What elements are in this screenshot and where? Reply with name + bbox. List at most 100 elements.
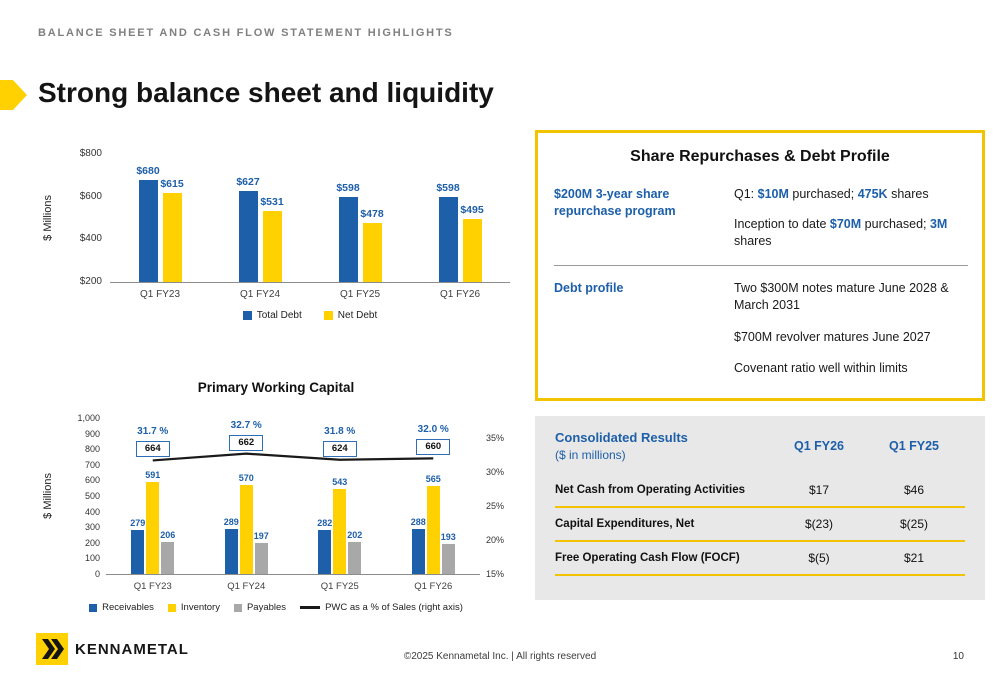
section-paragraph: Two $300M notes mature June 2028 & March… [734, 280, 949, 313]
bar-payables [161, 541, 175, 574]
pwc-line [152, 452, 434, 462]
bar-total-debt [338, 197, 358, 282]
consolidated-results-panel: Consolidated Results ($ in millions) Q1 … [535, 416, 985, 600]
bar-value-label: 543 [332, 477, 348, 488]
bar-value-label: 570 [238, 473, 254, 484]
total-value-box: 624 [322, 440, 357, 457]
page-title: Strong balance sheet and liquidity [38, 77, 494, 108]
x-axis-tick-label: Q1 FY26 [414, 581, 453, 592]
secondary-axis-tick-label: 30% [486, 467, 505, 477]
bar-total-debt [238, 190, 258, 282]
legend-swatch-payables [233, 603, 242, 612]
table-row: Capital Expenditures, Net $(23) $(25) [555, 508, 965, 542]
legend-label: Payables [246, 602, 287, 613]
y-axis-tick-label: 700 [84, 459, 100, 470]
table-row: Free Operating Cash Flow (FOCF) $(5) $21 [555, 542, 965, 576]
section-content: Two $300M notes mature June 2028 & March… [734, 280, 968, 392]
x-axis-tick-label: Q1 FY23 [139, 289, 181, 300]
panel-body: $200M 3-year share repurchase program Q1:… [538, 186, 982, 392]
bar-value-label: $680 [136, 164, 160, 177]
x-axis-tick-label: Q1 FY26 [439, 289, 481, 300]
total-value-box: 662 [229, 434, 264, 451]
x-axis-line [110, 282, 510, 283]
y-axis-title: $ Millions [42, 418, 54, 574]
pwc-percent-label: 32.0 % [417, 424, 449, 436]
row-value: $46 [903, 483, 925, 497]
pwc-percent-label: 32.7 % [230, 419, 262, 431]
y-axis-tick-label: 100 [84, 553, 100, 564]
bar-value-label: $531 [260, 196, 284, 209]
panel-title: Share Repurchases & Debt Profile [630, 148, 890, 165]
secondary-axis-tick-label: 25% [486, 501, 505, 511]
bar-value-label: $478 [360, 207, 384, 220]
bar-inventory [239, 485, 253, 574]
y-axis-tick-label: $600 [79, 190, 102, 202]
y-axis-tick-label: $200 [79, 276, 102, 287]
legend-label: Total Debt [256, 310, 302, 321]
bar-total-debt [438, 197, 458, 282]
legend-swatch-net-debt [323, 311, 333, 320]
page-number: 10 [952, 651, 964, 662]
y-axis-tick-label: $400 [79, 233, 102, 245]
bar-value-label: 591 [145, 469, 161, 480]
highlight-value: $10M [757, 187, 789, 201]
row-label: Net Cash from Operating Activities [555, 484, 746, 496]
legend-item: Receivables [89, 602, 154, 613]
bar-value-label: 288 [410, 517, 426, 528]
y-axis-tick-label: 500 [84, 491, 100, 501]
y-axis-tick-label: $800 [79, 148, 102, 159]
legend-line-swatch [300, 606, 321, 609]
legend-label: Receivables [102, 602, 154, 613]
bar-value-label: 282 [317, 518, 333, 528]
y-axis-title-text: $ Millions [42, 195, 54, 241]
bar-inventory [426, 485, 440, 574]
y-axis-tick-label: 0 [94, 569, 100, 579]
panel-section: $200M 3-year share repurchase program Q1:… [538, 186, 982, 263]
legend-item: Total Debt [242, 310, 302, 321]
y-axis-tick-label: 900 [84, 428, 100, 439]
legend-item: PWC as a % of Sales (right axis) [300, 602, 463, 613]
row-value: $17 [808, 483, 830, 497]
panel-section: Debt profile Two $300M notes mature June … [538, 280, 982, 392]
copyright-text: ©2025 Kennametal Inc. | All rights reser… [403, 651, 597, 662]
y-axis-tick-label: 300 [84, 522, 100, 533]
row-label: Capital Expenditures, Net [555, 518, 695, 530]
table-title: Consolidated Results [555, 430, 688, 445]
x-axis-tick-label: Q1 FY24 [227, 581, 266, 592]
kennametal-logo-mark-icon [36, 633, 68, 665]
chart-title: Primary Working Capital [197, 380, 355, 395]
y-axis-title: $ Millions [42, 154, 54, 282]
legend-swatch-total-debt [242, 311, 252, 320]
row-value: $21 [903, 551, 925, 565]
bar-value-label: $495 [460, 204, 484, 217]
x-axis-line [106, 574, 480, 575]
y-axis-tick-label: 600 [84, 475, 100, 486]
table-title-block: Consolidated Results ($ in millions) [555, 430, 775, 462]
title-arrow-icon [0, 80, 27, 110]
bar-inventory [146, 481, 160, 574]
bar-receivables [224, 528, 238, 574]
bar-net-debt [462, 219, 482, 282]
bar-inventory [333, 489, 347, 574]
logo-wordmark: KENNAMETAL [75, 640, 189, 658]
table-header: Consolidated Results ($ in millions) Q1 … [555, 428, 965, 474]
section-paragraph: Q1: $10M purchased; 475K shares [734, 187, 929, 201]
bar-receivables [318, 530, 332, 574]
bar-value-label: 193 [440, 531, 456, 542]
column-header-q1fy25: Q1 FY25 [888, 439, 940, 453]
pwc-percent-label: 31.7 % [137, 426, 169, 438]
bar-value-label: $598 [336, 182, 360, 195]
legend-swatch-inventory [167, 603, 176, 612]
bar-value-label: 289 [223, 516, 239, 527]
debt-chart: $ Millions $800 $600 $400 $200 $680 $615 Q1 FY… [40, 138, 512, 343]
y-axis-tick-label: 400 [84, 506, 100, 517]
pwc-percent-label: 31.8 % [324, 425, 356, 437]
pwc-line-path [152, 452, 434, 462]
x-axis-tick-label: Q1 FY25 [339, 289, 381, 300]
legend-label: Net Debt [337, 310, 378, 321]
legend-label: PWC as a % of Sales (right axis) [325, 602, 463, 613]
bar-net-debt [362, 222, 382, 282]
row-value: $(25) [899, 517, 928, 531]
highlight-value: $70M [829, 216, 862, 231]
